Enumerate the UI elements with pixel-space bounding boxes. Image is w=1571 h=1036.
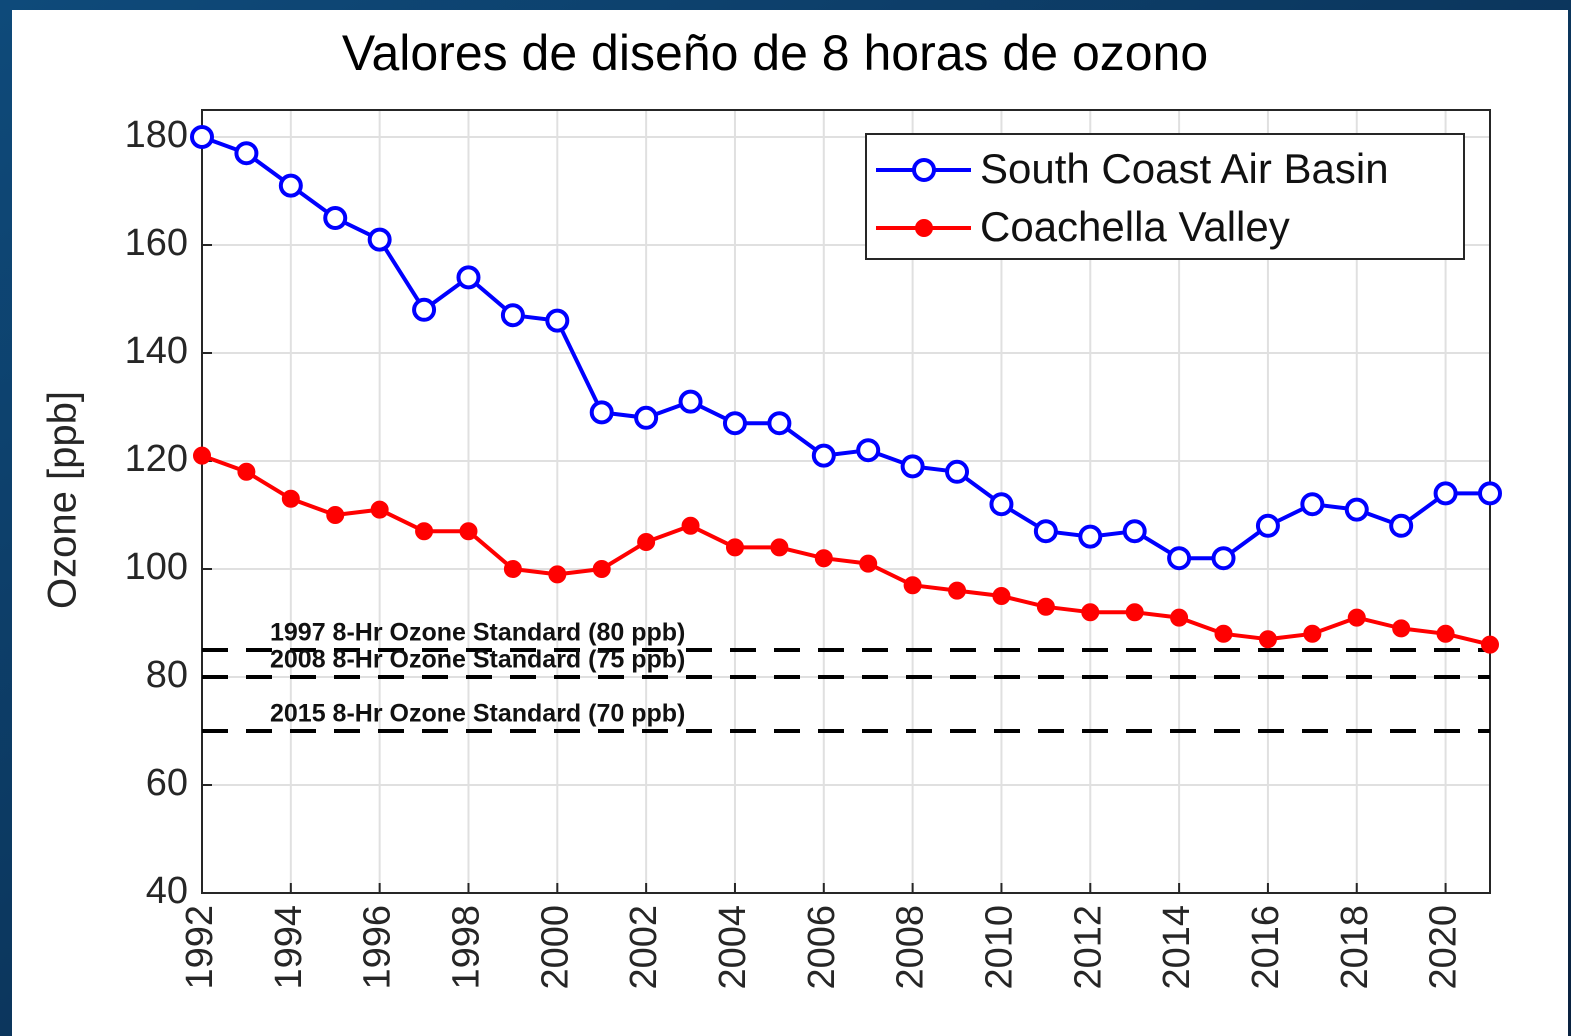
reference-label: 2015 8-Hr Ozone Standard (70 ppb) — [270, 700, 685, 728]
data-point — [545, 308, 570, 333]
y-tick-label: 180 — [125, 114, 188, 156]
x-tick-label: 2010 — [978, 905, 1020, 990]
data-point — [1300, 492, 1325, 517]
x-tick-label: 1996 — [357, 905, 399, 990]
x-tick-label: 2020 — [1423, 905, 1465, 990]
x-tick-label: 1994 — [268, 905, 310, 990]
data-point — [1255, 513, 1280, 538]
data-point — [856, 438, 881, 463]
data-point — [1214, 624, 1233, 643]
data-point — [193, 446, 211, 465]
data-point — [503, 560, 522, 578]
data-point — [1344, 497, 1369, 522]
data-point — [234, 141, 259, 166]
data-point — [945, 459, 970, 484]
data-point — [1436, 624, 1455, 643]
y-tick-label: 140 — [125, 330, 188, 372]
x-tick-label: 1998 — [446, 905, 488, 990]
data-point — [814, 549, 833, 568]
legend-marker — [912, 158, 936, 182]
data-point — [1122, 519, 1147, 544]
data-point — [1036, 597, 1055, 616]
data-point — [722, 411, 747, 436]
data-point — [1303, 624, 1322, 643]
x-tick-label: 2000 — [534, 905, 576, 990]
y-tick-label: 40 — [146, 870, 188, 912]
data-point — [992, 587, 1011, 605]
data-point — [237, 462, 256, 481]
data-point — [678, 389, 703, 414]
data-point — [1211, 546, 1236, 571]
y-tick-label: 120 — [125, 438, 188, 480]
data-point — [1033, 519, 1058, 544]
data-point — [1125, 603, 1144, 622]
legend-label: South Coast Air Basin — [980, 145, 1389, 192]
legend-marker — [915, 219, 933, 237]
data-point — [811, 443, 836, 468]
data-point — [1347, 608, 1366, 627]
x-tick-label: 2008 — [890, 905, 932, 990]
data-point — [948, 581, 967, 600]
legend-box — [865, 133, 1465, 260]
data-point — [370, 500, 389, 519]
data-point — [456, 265, 481, 290]
data-point — [1170, 608, 1189, 627]
x-tick-label: 2018 — [1334, 905, 1376, 990]
data-point — [1081, 603, 1100, 622]
data-point — [1258, 630, 1277, 649]
data-point — [1392, 619, 1411, 638]
data-point — [859, 554, 878, 573]
data-point — [278, 173, 303, 198]
data-point — [1481, 635, 1499, 654]
data-point — [326, 506, 345, 524]
data-point — [323, 206, 348, 230]
x-tick-label: 2006 — [801, 905, 843, 990]
data-point — [681, 516, 700, 535]
x-tick-label: 2016 — [1245, 905, 1287, 990]
x-tick-label: 2002 — [623, 905, 665, 990]
reference-label: 2008 8-Hr Ozone Standard (75 ppb) — [270, 646, 685, 674]
y-tick-label: 60 — [146, 762, 188, 804]
data-point — [367, 227, 392, 252]
reference-label: 1997 8-Hr Ozone Standard (80 ppb) — [270, 619, 685, 647]
data-point — [634, 405, 659, 430]
data-point — [725, 538, 744, 557]
data-point — [903, 576, 922, 595]
x-tick-label: 2014 — [1156, 905, 1198, 990]
data-point — [190, 125, 214, 149]
data-point — [770, 538, 789, 557]
data-point — [412, 297, 437, 322]
data-point — [415, 522, 434, 541]
data-point — [900, 454, 925, 479]
data-point — [1389, 513, 1414, 538]
data-point — [989, 492, 1014, 517]
x-tick-label: 1992 — [179, 905, 221, 990]
y-tick-label: 80 — [146, 654, 188, 696]
data-point — [767, 411, 792, 436]
chart-title: Valores de diseño de 8 horas de ozono — [342, 25, 1208, 81]
data-point — [500, 303, 525, 328]
x-tick-label: 2004 — [712, 905, 754, 990]
data-point — [459, 522, 478, 541]
data-point — [1433, 481, 1458, 506]
legend: South Coast Air Basin Coachella Valley — [865, 133, 1465, 260]
data-point — [1167, 546, 1192, 571]
y-tick-label: 160 — [125, 222, 188, 264]
legend-label: Coachella Valley — [980, 203, 1290, 250]
data-point — [589, 400, 614, 425]
data-point — [637, 533, 656, 551]
x-tick-label: 2012 — [1067, 905, 1109, 990]
data-point — [1478, 481, 1502, 506]
y-tick-label: 100 — [125, 546, 188, 588]
y-axis-label: Ozone [ppb] — [41, 391, 85, 609]
data-point — [281, 489, 300, 508]
data-point — [548, 565, 567, 584]
data-point — [592, 560, 611, 578]
data-point — [1078, 524, 1103, 549]
